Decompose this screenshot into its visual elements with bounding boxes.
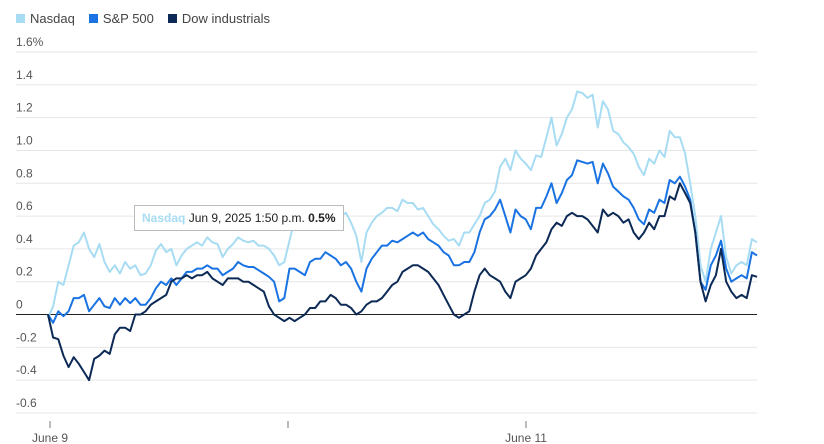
y-axis-ticks: 1.6% 1.4 1.2 1.0 0.8 0.6 0.4 0.2 0 -0.2 -0.4 -0.6 [16,35,44,410]
legend-item-1: S&P 500 [88,11,154,26]
y-tick-label: 0.6 [16,199,33,213]
series-line-2 [47,182,758,382]
y-tick-label: 1.4 [16,68,33,82]
legend-label: Nasdaq [30,11,75,26]
y-tick-label: 0.4 [16,232,33,246]
tooltip-datetime: Jun 9, 2025 1:50 p.m. [188,211,305,225]
series-lines [47,90,758,382]
legend-item-2: Dow industrials [167,11,271,26]
y-tick-label: -0.6 [16,396,37,410]
y-tick-label: -0.4 [16,363,37,377]
legend-swatch [88,14,98,23]
y-tick-label: -0.2 [16,330,37,344]
y-tick-label: 0.2 [16,265,33,279]
y-tick-label: 1.0 [16,133,33,147]
chart-tooltip: Nasdaq Jun 9, 2025 1:50 p.m. 0.5% [134,205,344,231]
x-axis: June 9 June 11 [32,421,547,444]
chart-legend: Nasdaq S&P 500 Dow industrials [16,11,270,26]
y-tick-label: 0.8 [16,166,33,180]
x-tick-label: June 11 [505,431,547,444]
legend-label: Dow industrials [181,11,271,26]
legend-swatch [16,14,25,23]
x-tick-label: June 9 [32,431,68,444]
y-tick-label: 1.6% [16,35,44,49]
series-line-1 [47,159,758,324]
series-line-0 [47,90,758,319]
tooltip-value: 0.5% [308,211,336,225]
y-tick-label: 0 [16,298,23,312]
legend-swatch [167,14,177,23]
legend-item-0: Nasdaq [16,11,75,26]
y-tick-label: 1.2 [16,101,33,115]
grid-lines [16,51,757,414]
legend-label: S&P 500 [102,11,154,26]
tooltip-series: Nasdaq [142,211,186,225]
